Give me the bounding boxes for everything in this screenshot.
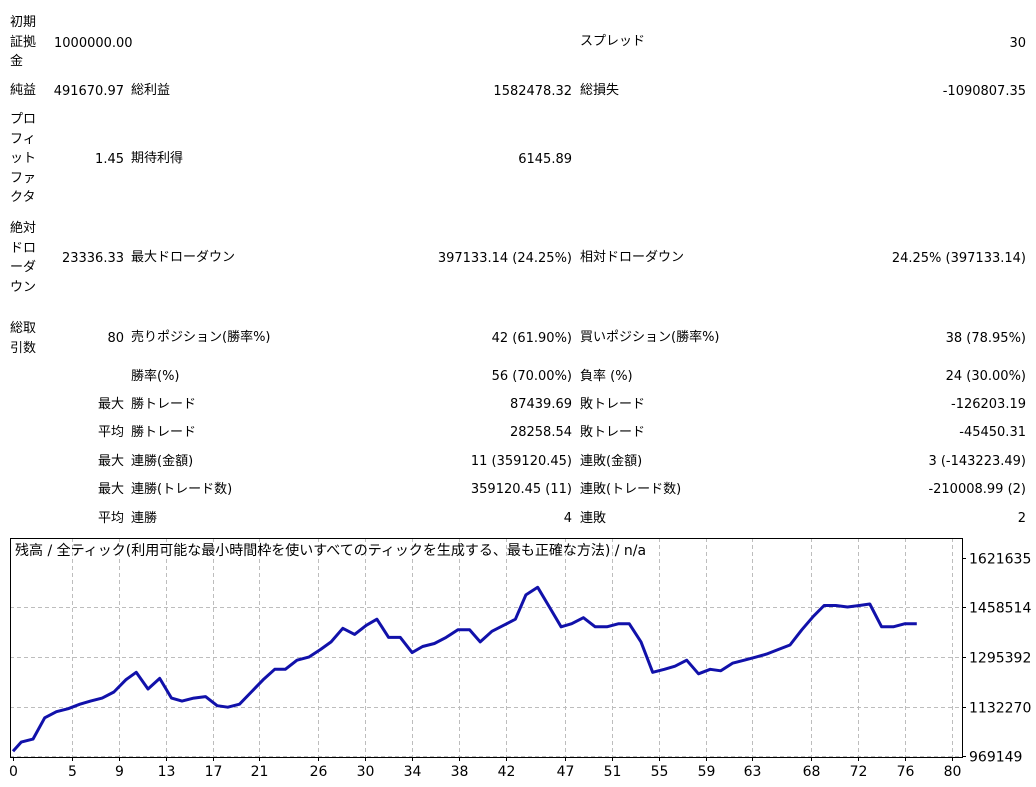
- max-consec-win-count-label: 連勝(トレード数): [131, 482, 233, 497]
- loss-rate-label: 負率 (%): [580, 369, 633, 384]
- y-tick-label: 1621635: [969, 552, 1031, 568]
- average-win-value: 28258.54: [509, 425, 572, 440]
- x-tick-label: 17: [205, 764, 223, 780]
- largest-prefix: 最大: [97, 397, 124, 412]
- net-profit-label: 純益: [10, 83, 37, 98]
- x-tick-label: 47: [557, 764, 575, 780]
- y-tick-label: 969149: [969, 750, 1022, 766]
- chart-y-axis: 1621635 1458514 1295392 1132270 969149: [962, 552, 1031, 766]
- max-consec-loss-count-label: 連敗(トレード数): [580, 482, 682, 497]
- x-tick-label: 72: [850, 764, 868, 780]
- average-loss-label: 敗トレード: [580, 425, 646, 440]
- chart-x-axis: 0 5 9 13 17 21 26 30 34 38 42 47 51 55 59 63 68 72 76 80: [9, 757, 961, 780]
- win-rate-label: 勝率(%): [131, 369, 180, 384]
- avg-consec-loss-value: 2: [1017, 511, 1026, 526]
- max-consec-loss-amount-label: 連敗(金額): [580, 454, 643, 469]
- short-positions-value: 42 (61.90%): [491, 331, 572, 346]
- x-tick-label: 42: [498, 764, 516, 780]
- y-tick-label: 1132270: [969, 701, 1031, 717]
- avg-consec-prefix: 平均: [97, 511, 124, 526]
- chart-grid: [10, 538, 962, 757]
- expected-payoff-value: 6145.89: [518, 152, 572, 167]
- relative-drawdown-value: 24.25% (397133.14): [891, 251, 1026, 266]
- x-tick-label: 13: [158, 764, 176, 780]
- x-tick-label: 26: [310, 764, 328, 780]
- absolute-drawdown-value: 23336.33: [61, 251, 124, 266]
- average-loss-value: -45450.31: [959, 425, 1026, 440]
- gross-profit-label: 総利益: [131, 83, 171, 98]
- long-positions-value: 38 (78.95%): [945, 331, 1026, 346]
- relative-drawdown-label: 相対ドローダウン: [580, 250, 685, 265]
- max-consec-win-amount-value: 11 (359120.45): [470, 454, 572, 469]
- avg-consec-win-label: 連勝: [131, 511, 158, 526]
- gross-profit-value: 1582478.32: [493, 84, 572, 99]
- avg-consec-loss-label: 連敗: [580, 511, 607, 526]
- largest-win-value: 87439.69: [509, 397, 572, 412]
- largest-win-label: 勝トレード: [131, 397, 197, 412]
- y-tick-label: 1295392: [969, 651, 1031, 667]
- x-tick-label: 59: [698, 764, 716, 780]
- largest-loss-label: 敗トレード: [580, 397, 646, 412]
- initial-deposit-value: 1000000.00: [54, 36, 133, 51]
- balance-line: [11, 585, 917, 753]
- profit-factor-label: プロフィットファクタ: [10, 112, 37, 205]
- x-tick-label: 38: [451, 764, 469, 780]
- net-profit-value: 491670.97: [53, 84, 124, 99]
- gross-loss-value: -1090807.35: [942, 84, 1026, 99]
- expected-payoff-label: 期待利得: [131, 151, 184, 166]
- max-consec-amount-prefix: 最大: [97, 454, 124, 469]
- x-tick-label: 21: [251, 764, 269, 780]
- x-tick-label: 68: [803, 764, 821, 780]
- profit-factor-value: 1.45: [95, 152, 124, 167]
- total-trades-value: 80: [107, 331, 124, 346]
- max-consec-win-amount-label: 連勝(金額): [131, 454, 194, 469]
- loss-rate-value: 24 (30.00%): [945, 369, 1026, 384]
- y-tick-label: 1458514: [969, 601, 1031, 617]
- x-tick-label: 5: [68, 764, 77, 780]
- max-drawdown-label: 最大ドローダウン: [131, 250, 236, 265]
- x-tick-label: 0: [9, 764, 18, 780]
- max-consec-count-prefix: 最大: [97, 482, 124, 497]
- chart-plot-frame: [10, 538, 963, 758]
- win-rate-value: 56 (70.00%): [491, 369, 572, 384]
- max-consec-win-count-value: 359120.45 (11): [470, 482, 572, 497]
- x-tick-label: 55: [651, 764, 669, 780]
- largest-loss-value: -126203.19: [951, 397, 1026, 412]
- x-tick-label: 30: [357, 764, 375, 780]
- x-tick-label: 80: [944, 764, 962, 780]
- average-win-label: 勝トレード: [131, 425, 197, 440]
- spread-value: 30: [1009, 36, 1026, 51]
- max-consec-loss-count-value: -210008.99 (2): [928, 482, 1026, 497]
- x-tick-label: 9: [115, 764, 124, 780]
- max-consec-loss-amount-value: 3 (-143223.49): [928, 454, 1026, 469]
- max-drawdown-value: 397133.14 (24.25%): [437, 251, 572, 266]
- long-positions-label: 買いポジション(勝率%): [580, 330, 720, 345]
- absolute-drawdown-label: 絶対ドローダウン: [10, 221, 37, 295]
- average-prefix: 平均: [97, 425, 124, 440]
- short-positions-label: 売りポジション(勝率%): [131, 330, 271, 345]
- total-trades-label: 総取引数: [10, 321, 37, 356]
- initial-deposit-label: 初期証拠金: [10, 15, 37, 69]
- x-tick-label: 76: [897, 764, 915, 780]
- chart-title: 残高 / 全ティック(利用可能な最小時間枠を使いすべてのティックを生成する、最も…: [15, 542, 646, 559]
- gross-loss-label: 総損失: [580, 83, 620, 98]
- spread-label: スプレッド: [580, 34, 646, 49]
- x-tick-label: 34: [404, 764, 422, 780]
- x-tick-label: 51: [604, 764, 622, 780]
- x-tick-label: 63: [744, 764, 762, 780]
- avg-consec-win-value: 4: [563, 511, 572, 526]
